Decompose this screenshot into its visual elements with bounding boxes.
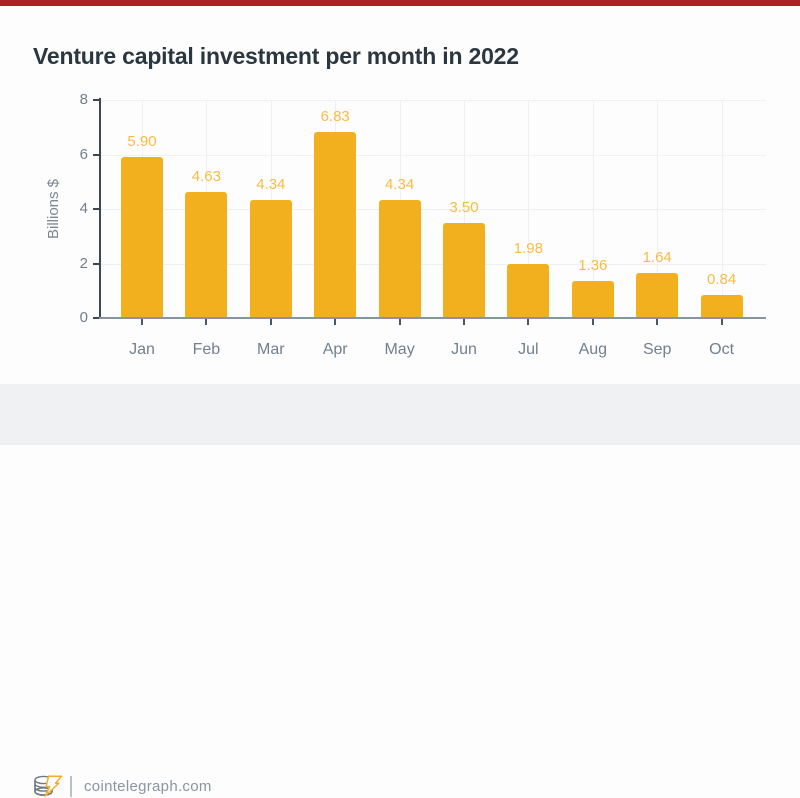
v-gridline xyxy=(464,100,465,318)
v-gridline xyxy=(721,100,723,318)
x-category-label: Jul xyxy=(518,341,539,358)
h-gridline xyxy=(101,263,766,265)
bar-mar xyxy=(249,199,292,318)
bar-sep xyxy=(636,273,679,318)
x-category-label: May xyxy=(384,341,415,358)
x-category-label: Jun xyxy=(451,341,477,358)
bar-feb xyxy=(185,191,228,318)
cointelegraph-coins-icon xyxy=(34,775,63,797)
x-axis-line xyxy=(99,317,766,319)
v-gridline xyxy=(528,100,530,318)
y-tick-label: 6 xyxy=(79,145,88,163)
x-axis-tick xyxy=(463,319,465,325)
y-axis-line xyxy=(99,98,101,319)
bar-value-label: 1.36 xyxy=(578,256,608,274)
v-gridline xyxy=(592,100,594,318)
bar-jan xyxy=(121,157,163,318)
x-category-label: Apr xyxy=(322,341,348,358)
x-category-label: Oct xyxy=(709,341,735,358)
y-tick-label: 8 xyxy=(79,91,88,108)
h-gridline xyxy=(101,100,766,101)
bar-value-label: 6.83 xyxy=(320,107,350,125)
bar-oct xyxy=(700,295,743,318)
h-gridline xyxy=(101,209,766,210)
y-axis-tick xyxy=(93,208,100,210)
bar-value-label: 4.34 xyxy=(384,175,415,193)
x-axis-tick xyxy=(591,319,594,325)
x-axis-tick xyxy=(656,319,659,325)
bar-value-label: 3.50 xyxy=(449,198,479,216)
top-accent-bar xyxy=(0,0,800,6)
x-category-label: Aug xyxy=(578,341,608,358)
y-tick-label: 2 xyxy=(79,254,88,272)
footer: cointelegraph.com xyxy=(0,384,800,797)
x-axis-tick xyxy=(334,319,337,325)
y-axis-tick xyxy=(93,99,100,101)
x-category-label: Mar xyxy=(257,341,285,358)
bar-apr xyxy=(314,131,357,318)
footer-divider xyxy=(70,776,72,797)
y-axis-tick xyxy=(93,317,100,319)
y-axis-tick xyxy=(93,153,100,156)
x-axis-tick xyxy=(720,319,723,325)
chart-title: Venture capital investment per month in … xyxy=(33,43,519,70)
bar-value-label: 4.34 xyxy=(256,175,286,193)
y-tick-label: 0 xyxy=(79,309,88,326)
bar-jun xyxy=(443,222,485,318)
bar-value-label: 4.63 xyxy=(191,167,221,185)
y-tick-label: 4 xyxy=(79,200,88,217)
bar-value-label: 1.64 xyxy=(642,249,672,267)
x-category-label: Feb xyxy=(192,341,221,358)
bar-value-label: 5.90 xyxy=(127,133,157,151)
x-category-label: Jan xyxy=(129,341,155,358)
bar-value-label: 0.84 xyxy=(706,271,737,289)
bar-may xyxy=(378,199,421,318)
bar-chart: Billions $ 0 2 4 6 8 5.90 Jan 4.63 Feb 4.34 Mar 6.8… xyxy=(0,0,800,380)
x-axis-tick xyxy=(205,319,208,325)
x-axis-tick xyxy=(527,319,530,325)
v-gridline xyxy=(657,100,659,318)
bar-aug xyxy=(571,280,614,318)
y-axis-tick xyxy=(93,262,100,265)
x-axis-tick xyxy=(398,319,401,325)
x-category-label: Sep xyxy=(642,341,672,358)
bar-jul xyxy=(507,264,550,318)
x-axis-tick xyxy=(141,319,143,325)
bar-value-label: 1.98 xyxy=(513,240,543,258)
footer-site-text: cointelegraph.com xyxy=(84,778,212,795)
h-gridline xyxy=(101,154,766,156)
x-axis-tick xyxy=(269,319,272,325)
